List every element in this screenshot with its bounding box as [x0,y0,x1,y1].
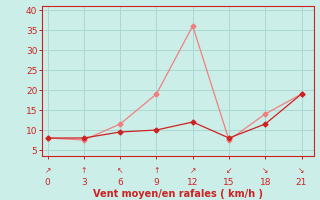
Text: ↑: ↑ [81,166,87,175]
Text: ↗: ↗ [189,166,196,175]
Text: ↖: ↖ [117,166,124,175]
X-axis label: Vent moyen/en rafales ( km/h ): Vent moyen/en rafales ( km/h ) [92,189,263,199]
Text: ↘: ↘ [298,166,305,175]
Text: ↙: ↙ [226,166,232,175]
Text: ↑: ↑ [153,166,160,175]
Text: ↘: ↘ [262,166,268,175]
Text: ↗: ↗ [44,166,51,175]
